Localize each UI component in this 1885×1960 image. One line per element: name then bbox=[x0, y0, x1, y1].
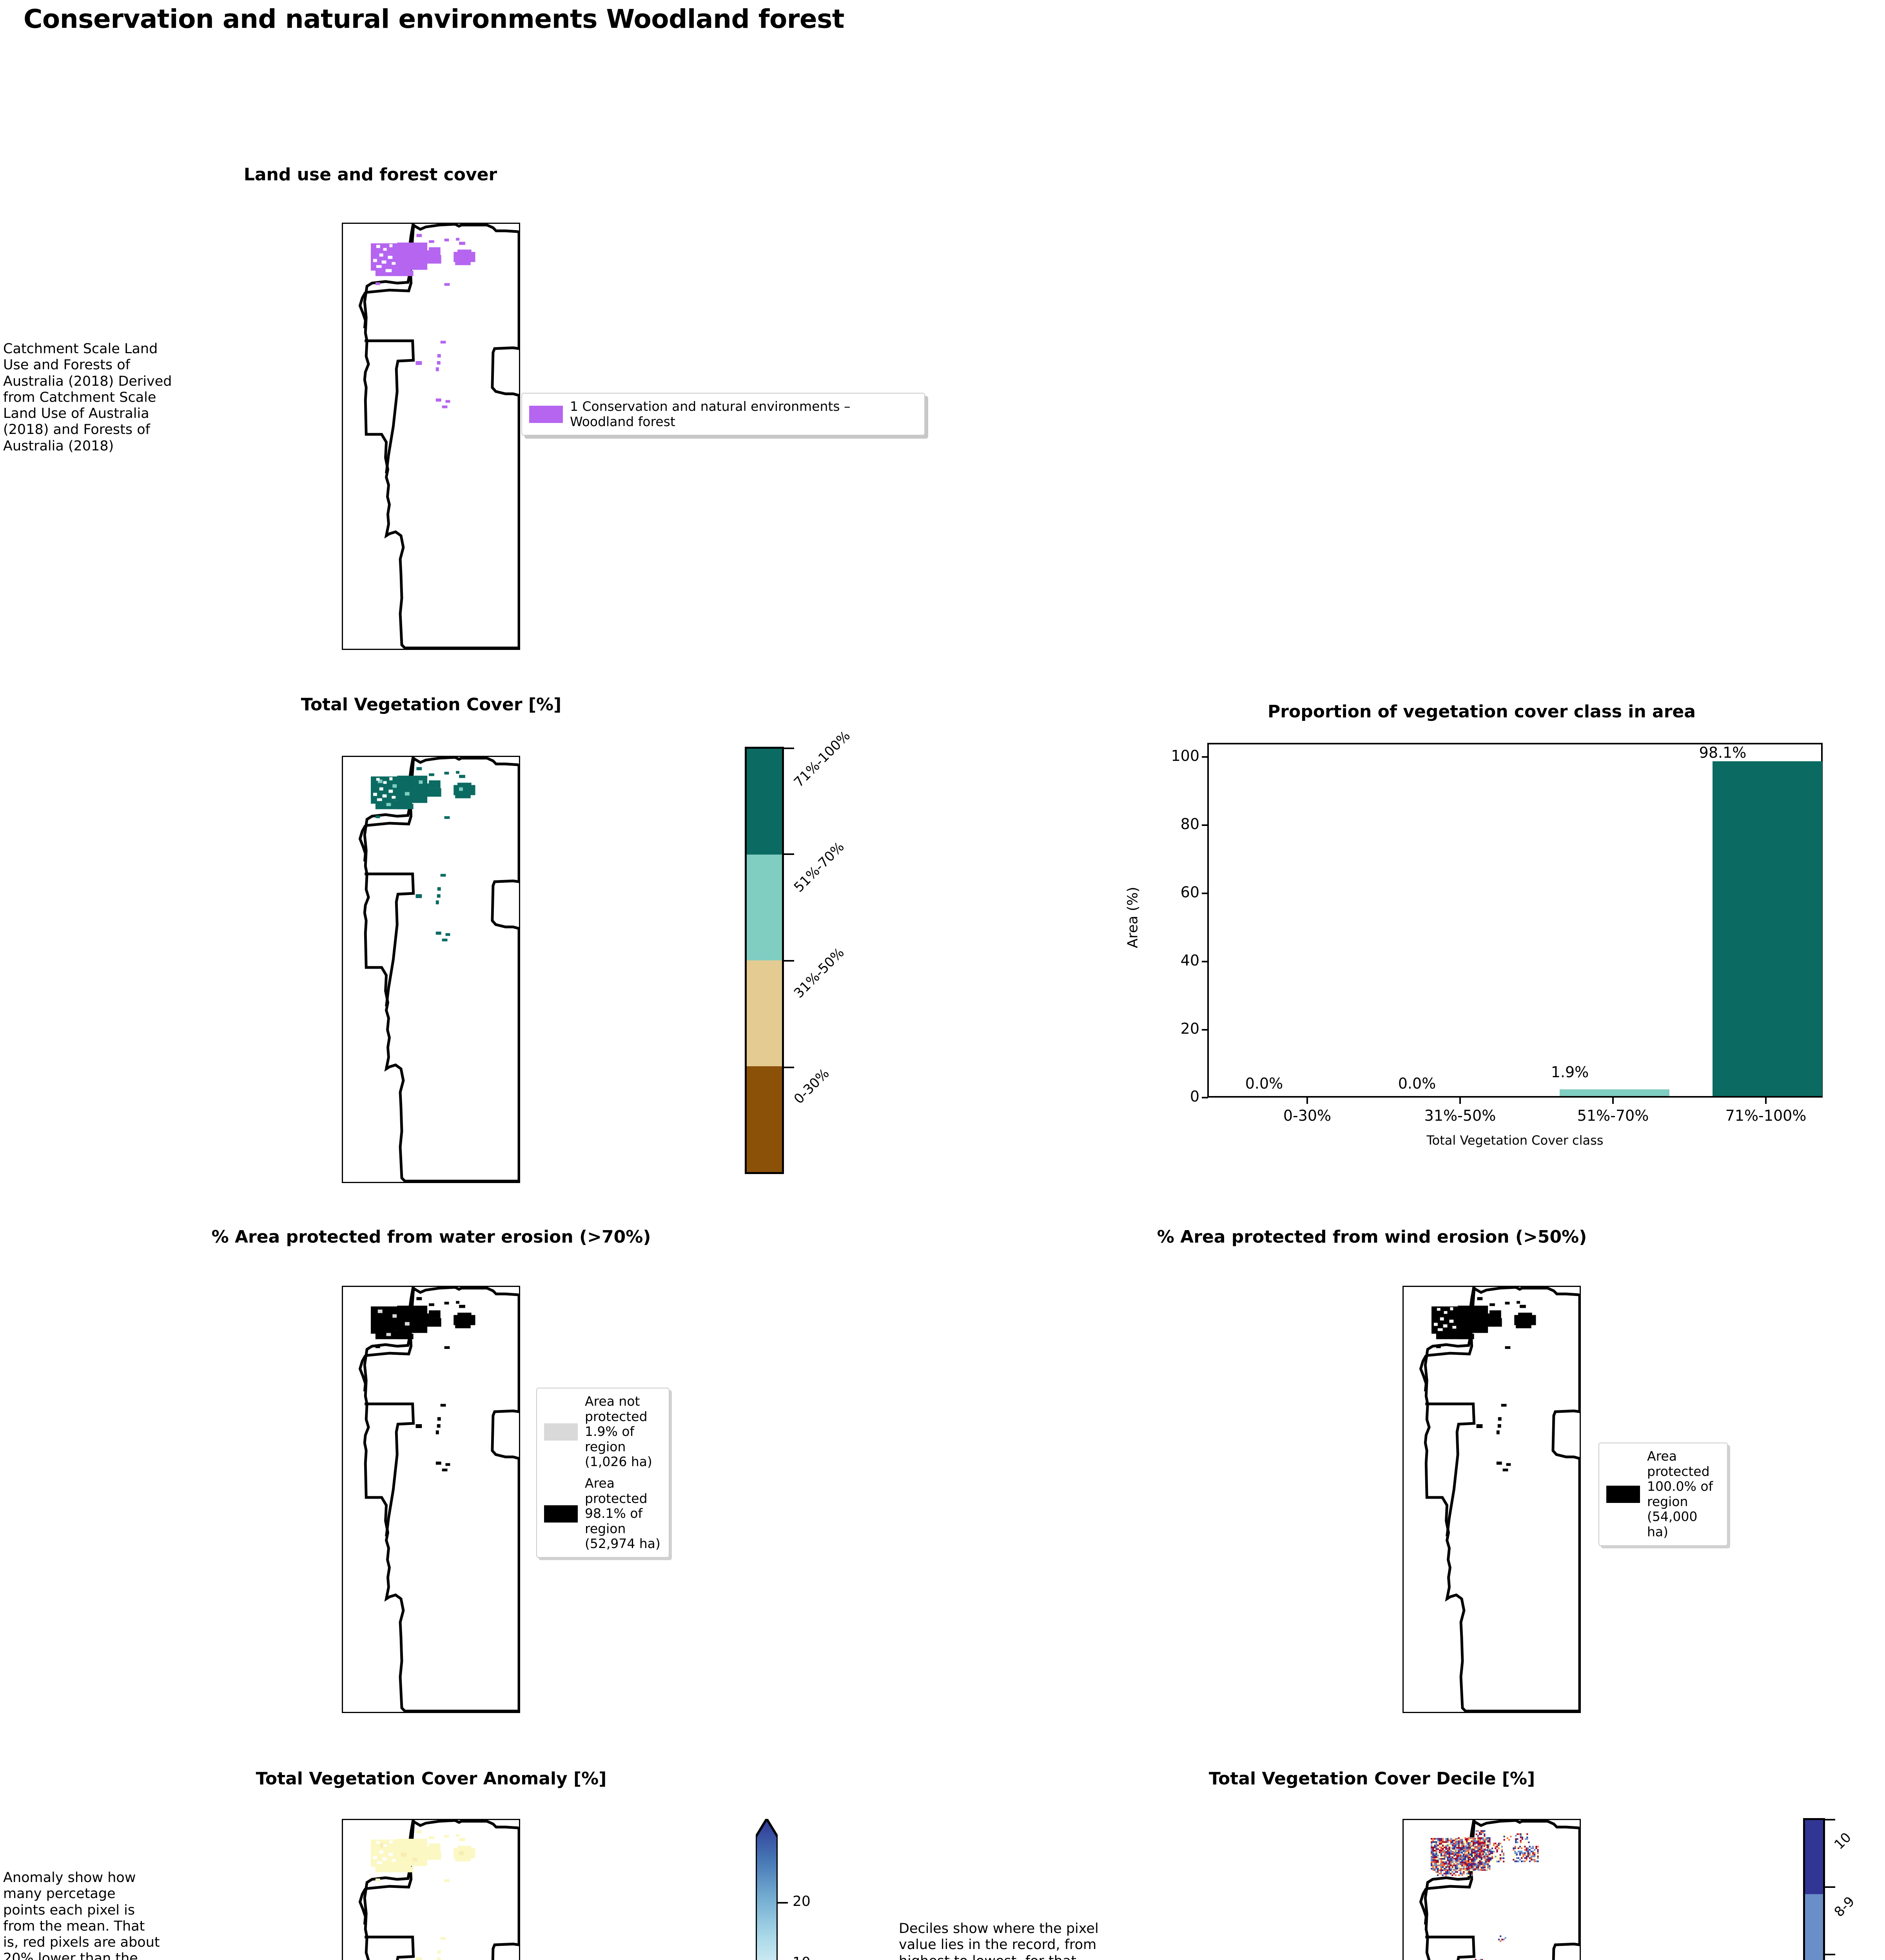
proportion-chart-title: Proportion of vegetation cover class in … bbox=[1268, 702, 1696, 722]
anomaly-panel-title: Total Vegetation Cover Anomaly [%] bbox=[256, 1769, 607, 1789]
colorbar-segment-0-30 bbox=[747, 1066, 782, 1172]
bar-label-0-30: 0.0% bbox=[1245, 1075, 1283, 1092]
page-title: Conservation and natural environments Wo… bbox=[24, 4, 844, 34]
anomaly-colorbar bbox=[756, 1819, 778, 1960]
decile-panel-title: Total Vegetation Cover Decile [%] bbox=[1208, 1769, 1535, 1789]
xtick-31-50: 31%-50% bbox=[1424, 1107, 1496, 1124]
legend-item: Area protected 98.1% of region (52,974 h… bbox=[544, 1475, 662, 1552]
ytick-60: 60 bbox=[1180, 884, 1199, 901]
total-veg-cover-panel-title: Total Vegetation Cover [%] bbox=[301, 695, 562, 715]
wind-erosion-legend: Area protected 100.0% of region (54,000 … bbox=[1598, 1443, 1728, 1546]
land-use-map[interactable] bbox=[342, 223, 520, 650]
land-use-panel-title: Land use and forest cover bbox=[243, 165, 497, 185]
colorbar-label-71-100: 71%-100% bbox=[791, 728, 853, 791]
ytick-80: 80 bbox=[1180, 815, 1199, 833]
ytick-0: 0 bbox=[1190, 1088, 1199, 1105]
legend-item: Area not protected 1.9% of region (1,026… bbox=[544, 1394, 662, 1470]
land-use-legend: 1 Conservation and natural environments … bbox=[521, 393, 925, 436]
xtick-0-30: 0-30% bbox=[1283, 1107, 1332, 1124]
decile-colorbar bbox=[1803, 1818, 1825, 1960]
decile-segment-8-9 bbox=[1805, 1894, 1823, 1960]
total-veg-cover-map[interactable] bbox=[342, 756, 520, 1183]
colorbar-segment-31-50 bbox=[747, 960, 782, 1066]
colorbar-label-31-50: 31%-50% bbox=[791, 945, 847, 1002]
colorbar-label-0-30: 0-30% bbox=[791, 1065, 833, 1107]
decile-map[interactable] bbox=[1402, 1819, 1581, 1960]
chart-y-axis-label: Area (%) bbox=[1125, 887, 1141, 948]
xtick-71-100: 71%-100% bbox=[1725, 1107, 1807, 1124]
area-protected-swatch bbox=[544, 1505, 578, 1523]
anomaly-tick-20: 20 bbox=[793, 1893, 811, 1909]
area-protected-swatch bbox=[1606, 1485, 1640, 1503]
water-erosion-map[interactable] bbox=[342, 1286, 520, 1713]
decile-side-note: Deciles show where the pixel value lies … bbox=[899, 1921, 1099, 1960]
anomaly-side-note: Anomaly show how many percetage points e… bbox=[3, 1870, 160, 1960]
chart-x-axis-label: Total Vegetation Cover class bbox=[1426, 1133, 1604, 1148]
wind-erosion-map[interactable] bbox=[1402, 1286, 1581, 1713]
land-use-side-note: Catchment Scale Land Use and Forests of … bbox=[3, 341, 172, 454]
legend-item-label: Area protected 98.1% of region (52,974 h… bbox=[585, 1475, 660, 1552]
anomaly-tick-10: 10 bbox=[793, 1955, 811, 1960]
anomaly-map[interactable] bbox=[342, 1819, 520, 1960]
legend-item-label: Area not protected 1.9% of region (1,026… bbox=[585, 1394, 652, 1470]
decile-label-8-9: 8-9 bbox=[1831, 1893, 1858, 1920]
water-erosion-legend: Area not protected 1.9% of region (1,026… bbox=[536, 1388, 669, 1558]
legend-item-label: 1 Conservation and natural environments … bbox=[570, 399, 851, 429]
xtick-51-70: 51%-70% bbox=[1577, 1107, 1649, 1124]
legend-item-label: Area protected 100.0% of region (54,000 … bbox=[1647, 1448, 1713, 1540]
ytick-20: 20 bbox=[1180, 1020, 1199, 1037]
legend-item: 1 Conservation and natural environments … bbox=[529, 399, 917, 429]
decile-segment-10 bbox=[1805, 1820, 1823, 1894]
ytick-100: 100 bbox=[1171, 747, 1199, 764]
water-erosion-panel-title: % Area protected from water erosion (>70… bbox=[211, 1227, 651, 1247]
colorbar-segment-51-70 bbox=[747, 855, 782, 960]
bar-label-71-100: 98.1% bbox=[1699, 744, 1747, 761]
area-not-protected-swatch bbox=[544, 1423, 578, 1441]
colorbar-segment-71-100 bbox=[747, 749, 782, 855]
bar-label-31-50: 0.0% bbox=[1398, 1075, 1436, 1092]
total-veg-cover-colorbar bbox=[745, 747, 784, 1174]
legend-item: Area protected 100.0% of region (54,000 … bbox=[1606, 1448, 1720, 1540]
decile-label-10: 10 bbox=[1831, 1829, 1854, 1853]
bar-label-51-70: 1.9% bbox=[1551, 1063, 1589, 1081]
woodland-forest-swatch bbox=[529, 405, 563, 423]
bar-51-70[interactable] bbox=[1560, 1089, 1669, 1096]
wind-erosion-panel-title: % Area protected from wind erosion (>50%… bbox=[1157, 1227, 1587, 1247]
proportion-chart-plot-area[interactable] bbox=[1207, 743, 1823, 1098]
bar-71-100[interactable] bbox=[1713, 761, 1822, 1096]
colorbar-label-51-70: 51%-70% bbox=[791, 839, 847, 896]
ytick-40: 40 bbox=[1180, 952, 1199, 969]
